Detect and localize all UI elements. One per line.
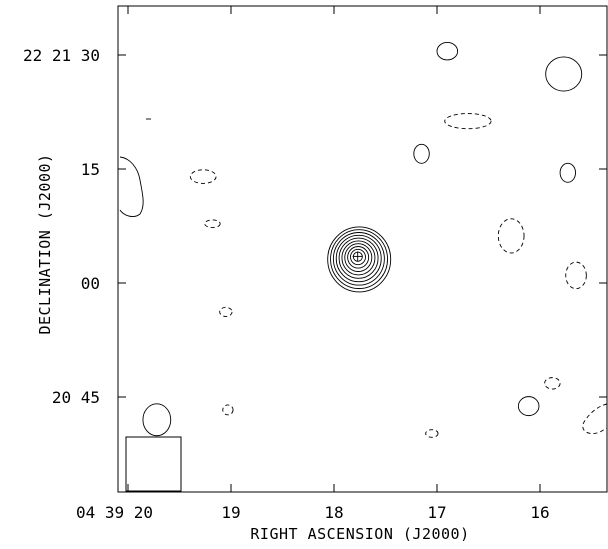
x-tick-label: 04 39 20 [76, 503, 153, 522]
x-axis-title: RIGHT ASCENSION (J2000) [250, 525, 469, 543]
source-contours [327, 226, 392, 293]
source-contour-level [344, 243, 373, 272]
plot-frame [117, 5, 608, 493]
positive-contour [413, 143, 430, 164]
negative-contour [497, 218, 525, 254]
y-tick-label: 15 [81, 160, 100, 179]
negative-contour [425, 429, 439, 438]
negative-contour [544, 377, 561, 390]
beam-box [125, 436, 182, 492]
negative-contour [444, 113, 492, 130]
y-tick-label: 22 21 30 [23, 46, 100, 65]
x-axis-ticks: 04 39 20 19 18 17 16 [76, 6, 550, 522]
source-contour-level [350, 248, 366, 266]
y-axis-title: DECLINATION (J2000) [36, 153, 54, 334]
negative-contour [189, 169, 217, 184]
source-contour-level [341, 240, 376, 276]
y-tick-label: 00 [81, 274, 100, 293]
source-contour-level [327, 226, 392, 293]
y-axis-ticks: 22 21 30 15 00 20 45 [23, 46, 607, 407]
negative-contour [222, 404, 234, 416]
positive-contour [559, 162, 576, 183]
contour-layer [142, 42, 587, 438]
x-tick-label: 19 [221, 503, 240, 522]
source-contour-level [332, 232, 385, 286]
x-tick-label: 17 [427, 503, 446, 522]
y-tick-label: 20 45 [52, 388, 100, 407]
positive-contour [545, 56, 583, 92]
x-tick-label: 18 [324, 503, 343, 522]
positive-contour [517, 396, 540, 417]
source-contour-level [330, 229, 388, 289]
negative-contour [204, 219, 221, 228]
source-contour-level [347, 246, 370, 269]
x-tick-label: 16 [530, 503, 549, 522]
negative-contour [565, 261, 587, 290]
source-contour-level [338, 237, 379, 279]
positive-contour [436, 42, 459, 61]
negative-contour [219, 306, 233, 317]
edge-contour-left [119, 156, 144, 217]
source-contour-level [335, 234, 382, 283]
edge-contour-right [582, 403, 608, 435]
beam-ellipse [142, 403, 172, 437]
